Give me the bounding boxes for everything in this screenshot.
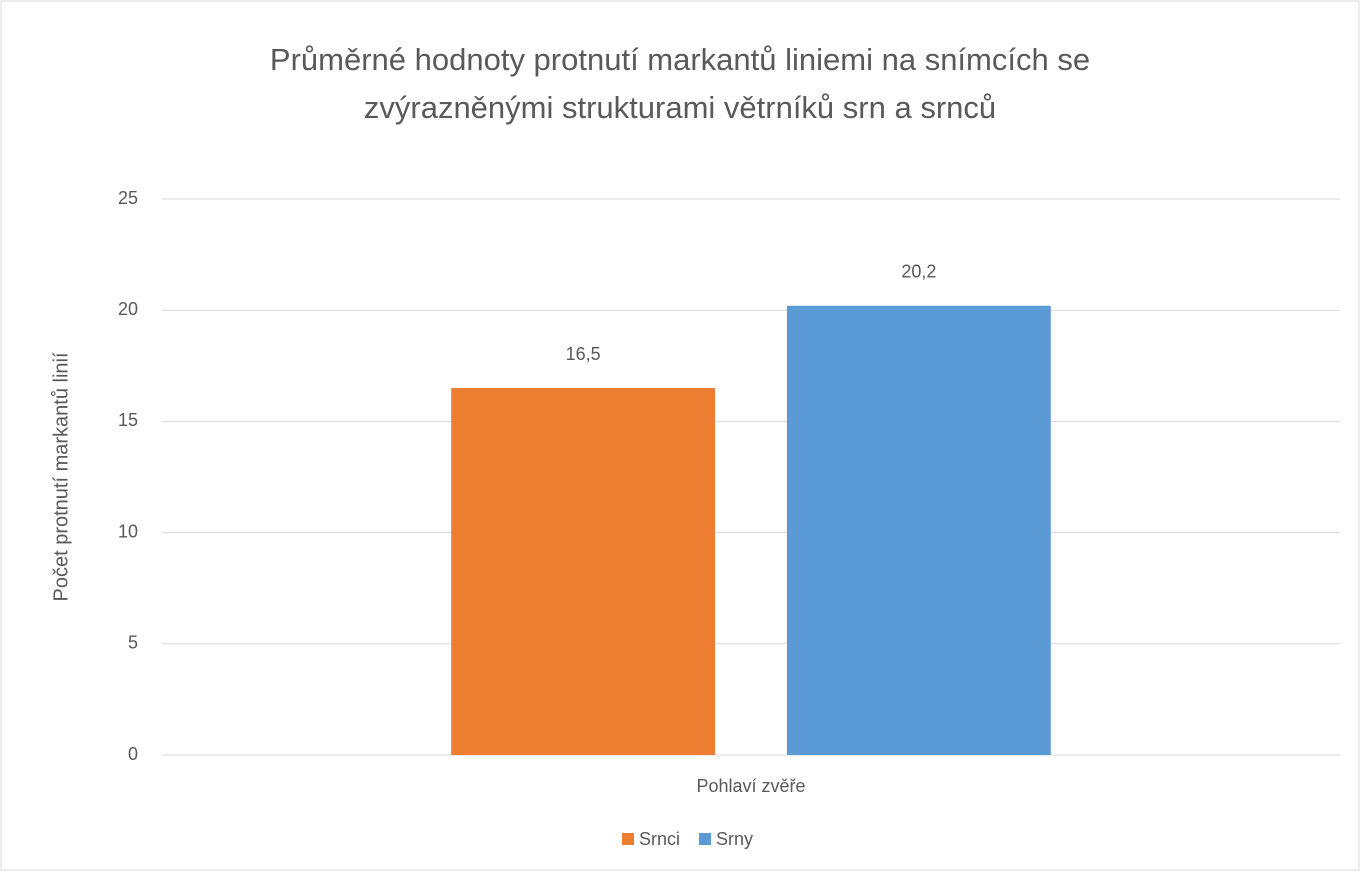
y-axis-label: Počet protnutí markantů linií [50, 352, 72, 601]
bar [786, 305, 1051, 755]
y-tick-label: 25 [118, 188, 138, 208]
value-label: 20,2 [901, 262, 936, 282]
value-label: 16,5 [566, 344, 601, 364]
y-tick-label: 5 [128, 633, 138, 653]
legend-swatch [699, 833, 712, 845]
y-tick-label: 10 [118, 521, 138, 541]
y-tick-label: 20 [118, 299, 138, 319]
chart-title: Průměrné hodnoty protnutí markantů linie… [269, 42, 1091, 125]
bar [451, 388, 716, 755]
legend-swatch [622, 833, 634, 845]
legend-label: Srny [716, 829, 753, 849]
y-tick-label: 0 [128, 744, 138, 764]
legend-label: Srnci [639, 829, 680, 849]
x-tick-label: Pohlaví zvěře [696, 776, 805, 796]
y-tick-label: 15 [118, 410, 138, 430]
